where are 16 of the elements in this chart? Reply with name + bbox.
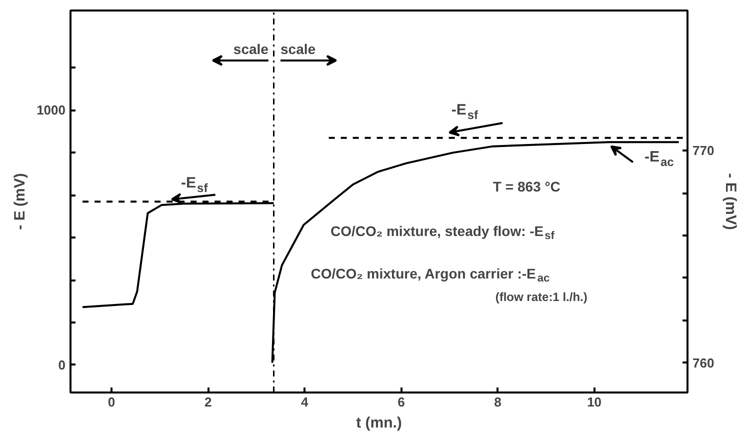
x-tick-label: 0 (108, 394, 116, 410)
x-tick-label: 8 (494, 394, 502, 410)
y2-tick-label: 770 (692, 143, 714, 158)
annotation: scale (280, 40, 316, 57)
annotation: scale (233, 40, 269, 57)
y2-axis-title: - E (mV) (722, 173, 740, 230)
y-tick-label: 1000 (36, 102, 66, 118)
x-tick-label: 2 (204, 394, 212, 410)
x-tick-label: 10 (587, 394, 602, 410)
x-axis-title: t (mn.) (356, 414, 402, 432)
x-tick-label: 4 (301, 394, 310, 410)
annotation: (flow rate:1 l./h.) (495, 290, 588, 304)
annotation: T = 863 °C (492, 178, 560, 195)
y2-tick-label: 760 (692, 355, 714, 370)
x-tick-label: 6 (398, 394, 405, 410)
y-axis-title: - E (mV) (12, 173, 29, 230)
